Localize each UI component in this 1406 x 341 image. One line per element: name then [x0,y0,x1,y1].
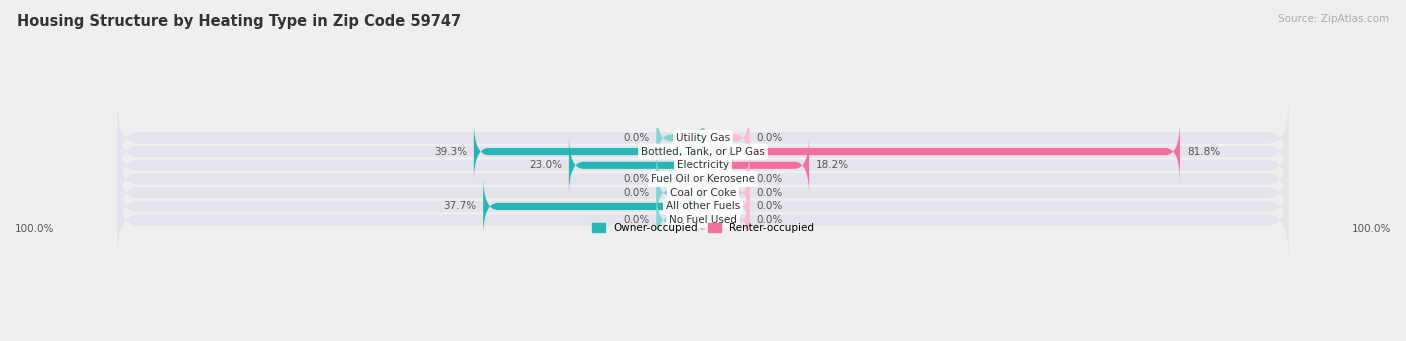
FancyBboxPatch shape [117,178,1289,263]
FancyBboxPatch shape [117,109,1289,194]
Text: 0.0%: 0.0% [756,174,783,184]
Text: 18.2%: 18.2% [815,160,849,170]
Text: 81.8%: 81.8% [1187,147,1220,157]
Text: 100.0%: 100.0% [1351,224,1391,235]
Text: 0.0%: 0.0% [623,133,650,143]
Text: 0.0%: 0.0% [623,188,650,198]
FancyBboxPatch shape [117,164,1289,249]
Text: No Fuel Used: No Fuel Used [669,215,737,225]
Text: 0.0%: 0.0% [623,174,650,184]
Text: Fuel Oil or Kerosene: Fuel Oil or Kerosene [651,174,755,184]
Text: 39.3%: 39.3% [433,147,467,157]
Text: Bottled, Tank, or LP Gas: Bottled, Tank, or LP Gas [641,147,765,157]
FancyBboxPatch shape [703,176,749,237]
Text: All other Fuels: All other Fuels [666,202,740,211]
Text: 0.0%: 0.0% [756,202,783,211]
Text: Electricity: Electricity [676,160,730,170]
FancyBboxPatch shape [657,148,703,210]
Text: 0.0%: 0.0% [756,215,783,225]
FancyBboxPatch shape [703,190,749,251]
FancyBboxPatch shape [657,190,703,251]
Text: Source: ZipAtlas.com: Source: ZipAtlas.com [1278,14,1389,24]
FancyBboxPatch shape [484,176,703,237]
Text: Housing Structure by Heating Type in Zip Code 59747: Housing Structure by Heating Type in Zip… [17,14,461,29]
FancyBboxPatch shape [117,150,1289,235]
FancyBboxPatch shape [703,148,749,210]
FancyBboxPatch shape [117,137,1289,221]
Text: 23.0%: 23.0% [529,160,562,170]
FancyBboxPatch shape [703,135,808,196]
FancyBboxPatch shape [117,123,1289,208]
FancyBboxPatch shape [474,121,703,182]
Text: Utility Gas: Utility Gas [676,133,730,143]
Text: 100.0%: 100.0% [15,224,55,235]
FancyBboxPatch shape [703,107,749,168]
FancyBboxPatch shape [117,95,1289,180]
Text: 37.7%: 37.7% [443,202,477,211]
FancyBboxPatch shape [703,162,749,223]
FancyBboxPatch shape [657,162,703,223]
FancyBboxPatch shape [569,135,703,196]
FancyBboxPatch shape [657,107,703,168]
Text: 0.0%: 0.0% [756,188,783,198]
FancyBboxPatch shape [703,121,1180,182]
Text: 0.0%: 0.0% [623,215,650,225]
Legend: Owner-occupied, Renter-occupied: Owner-occupied, Renter-occupied [588,219,818,238]
Text: 0.0%: 0.0% [756,133,783,143]
Text: Coal or Coke: Coal or Coke [669,188,737,198]
